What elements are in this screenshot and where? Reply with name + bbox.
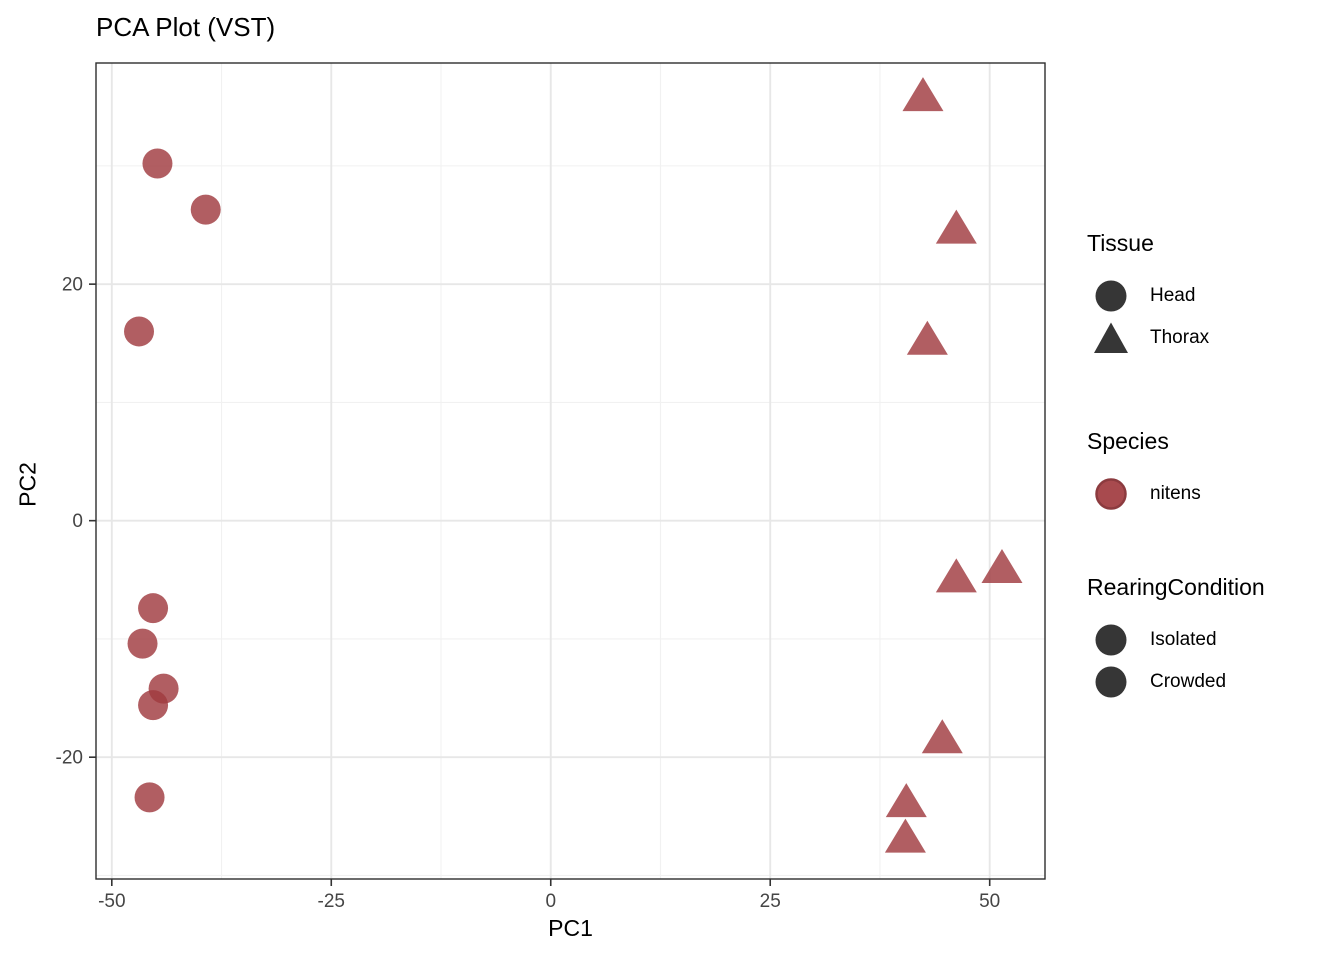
legend: Tissue Head Thorax Species (1087, 229, 1337, 703)
x-tick-label: 0 (545, 891, 556, 912)
head-circle-icon (1095, 280, 1127, 312)
data-point-thorax (906, 320, 948, 355)
legend-group-tissue: Tissue Head Thorax (1087, 229, 1337, 359)
data-point-thorax (935, 209, 977, 244)
data-point-thorax (921, 719, 963, 754)
x-tick-label: -50 (98, 891, 125, 912)
y-axis-title: PC2 (14, 462, 41, 507)
data-point-thorax (884, 818, 926, 853)
x-axis-title: PC1 (548, 915, 593, 941)
y-tick-label: 0 (72, 511, 83, 532)
legend-label-crowded: Crowded (1150, 671, 1227, 692)
data-point-thorax (981, 548, 1023, 583)
legend-item-nitens: nitens (1087, 473, 1337, 515)
panel-background (96, 63, 1045, 879)
y-tick-label: -20 (56, 748, 83, 769)
x-tick-label: -25 (318, 891, 345, 912)
y-tick-label: 20 (62, 275, 83, 296)
legend-items-species: nitens (1087, 473, 1337, 515)
data-point-head (142, 148, 173, 179)
legend-item-head: Head (1087, 275, 1337, 317)
legend-title-species: Species (1087, 428, 1169, 454)
nitens-circle-icon (1095, 478, 1127, 510)
legend-group-rearingcondition: RearingCondition Isolated Crowded (1087, 573, 1337, 703)
data-point-head (138, 690, 169, 721)
legend-item-crowded: Crowded (1087, 661, 1337, 703)
isolated-circle-icon (1095, 624, 1127, 656)
data-point-thorax (885, 783, 927, 818)
legend-items-rearingcondition: Isolated Crowded (1087, 619, 1337, 703)
legend-title-rearingcondition: RearingCondition (1087, 574, 1265, 600)
crowded-circle-icon (1095, 666, 1127, 698)
legend-item-thorax: Thorax (1087, 317, 1337, 359)
data-point-thorax (902, 77, 944, 112)
legend-items-tissue: Head Thorax (1087, 275, 1337, 359)
legend-label-nitens: nitens (1150, 483, 1201, 504)
plot-panel: -50 -25 0 25 50 -20 0 20 (56, 62, 1046, 912)
chart-title: PCA Plot (VST) (96, 12, 276, 42)
legend-label-isolated: Isolated (1150, 629, 1217, 650)
x-tick-label: 25 (760, 891, 781, 912)
legend-group-species: Species nitens (1087, 427, 1337, 515)
panel-border (95, 62, 1046, 880)
legend-item-isolated: Isolated (1087, 619, 1337, 661)
thorax-triangle-icon (1094, 322, 1128, 353)
legend-title-tissue: Tissue (1087, 230, 1154, 256)
legend-label-thorax: Thorax (1150, 327, 1210, 348)
data-point-head (190, 194, 221, 225)
data-point-head (134, 782, 165, 813)
data-point-head (138, 593, 169, 624)
legend-label-head: Head (1150, 285, 1196, 306)
x-tick-label: 50 (979, 891, 1000, 912)
data-point-thorax (935, 558, 977, 593)
data-point-head (127, 628, 158, 659)
data-point-head (124, 316, 155, 347)
